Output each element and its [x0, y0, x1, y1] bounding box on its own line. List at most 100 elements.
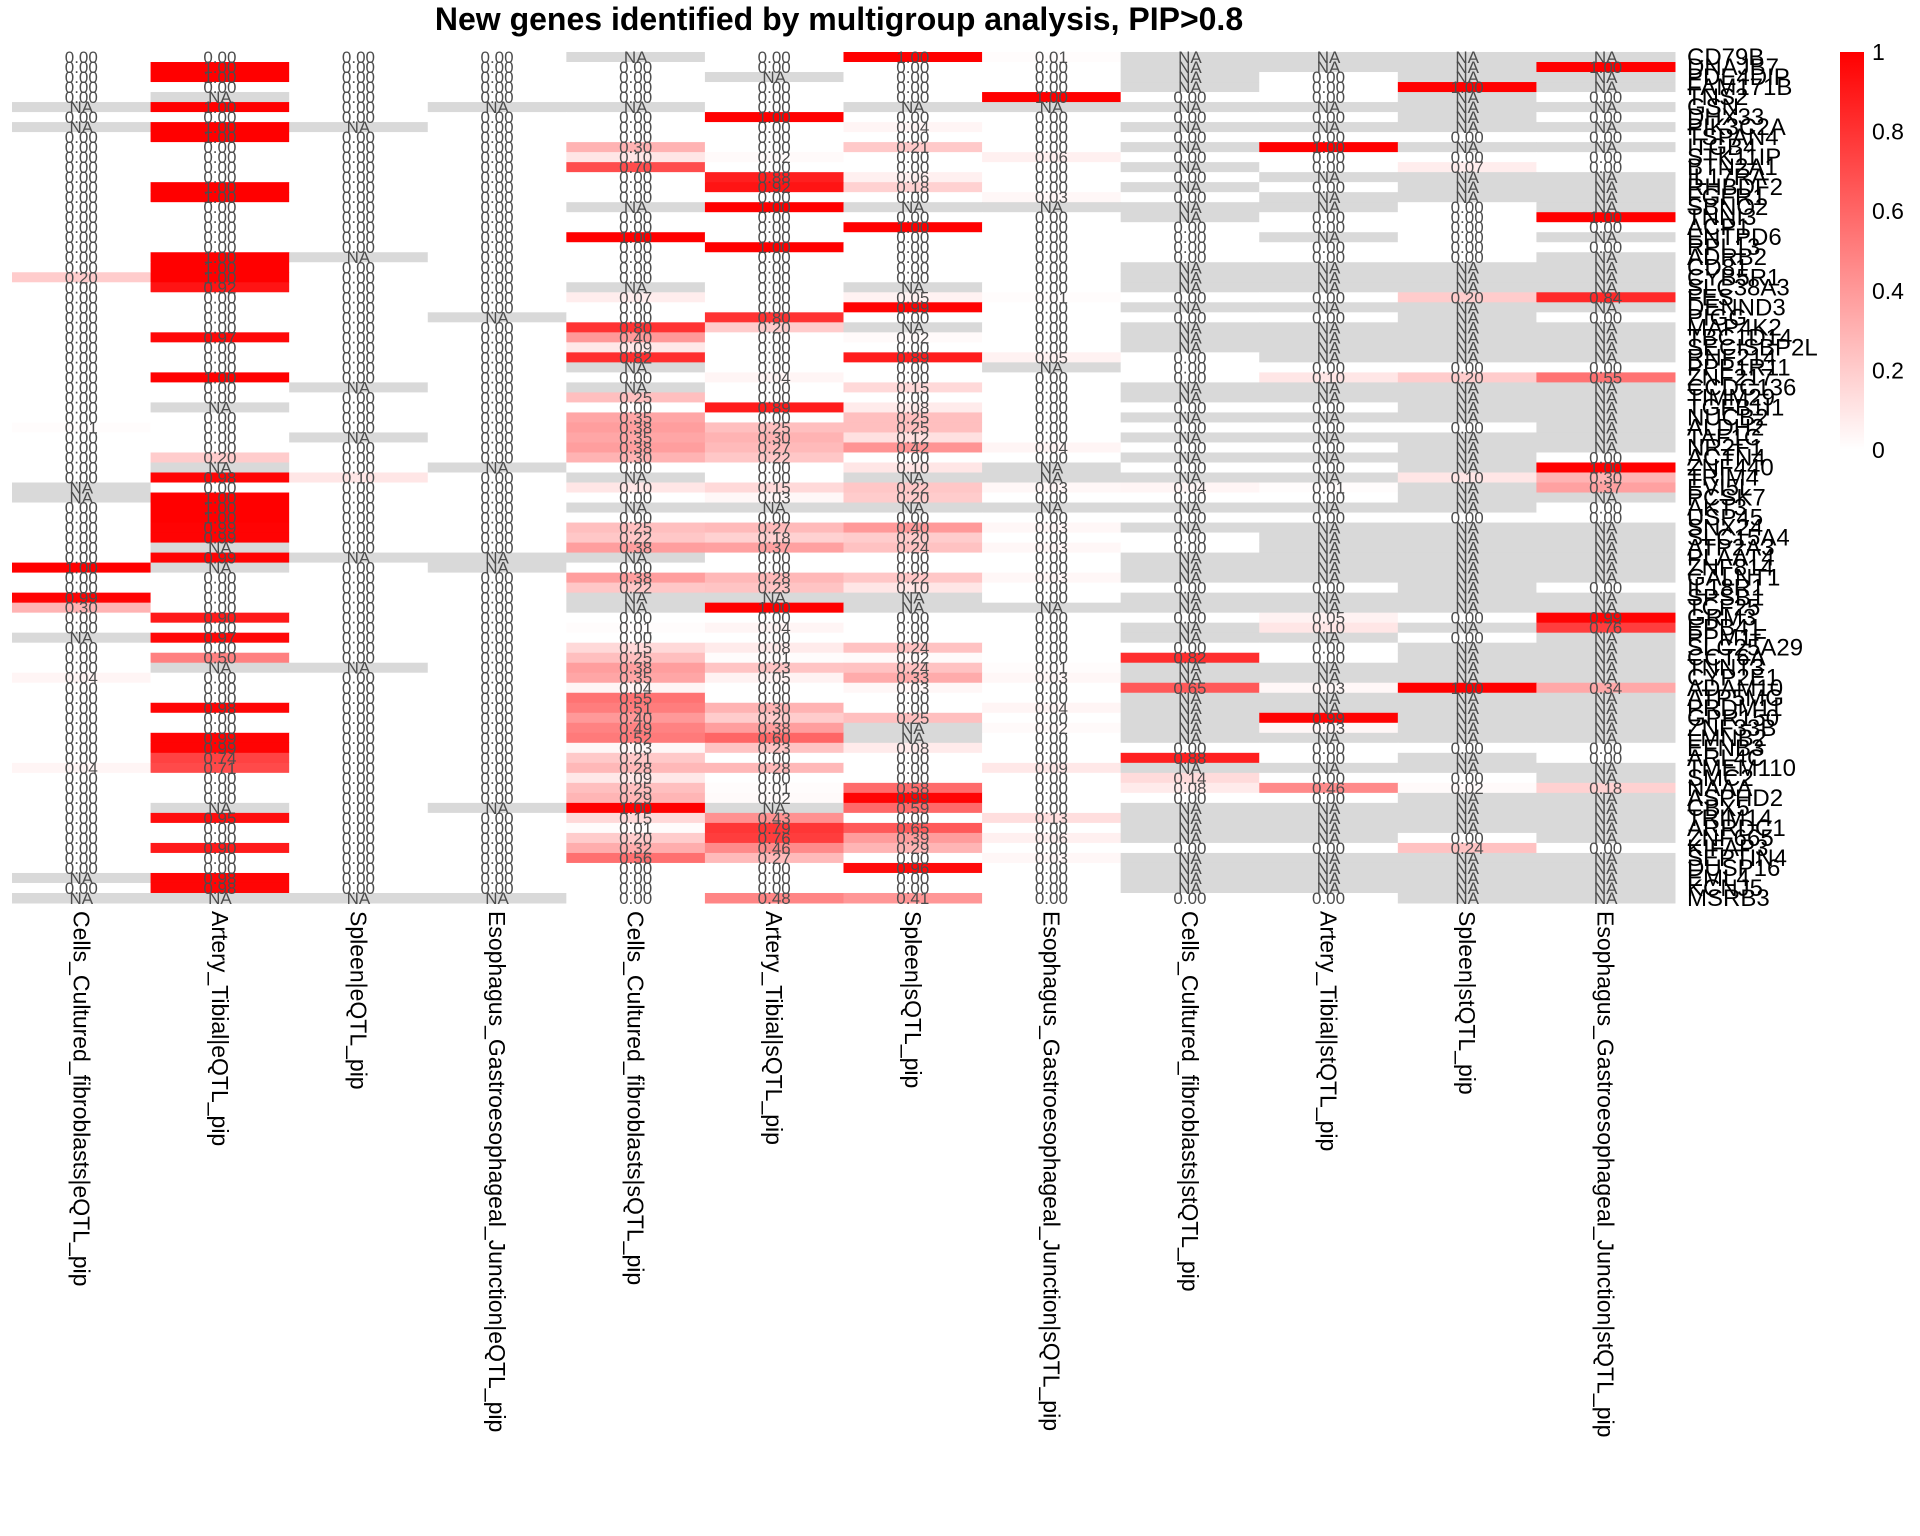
cell-value-label: 0.04 — [1173, 479, 1206, 498]
cell-value-label: 1.00 — [758, 108, 791, 127]
cell-value-label: 0.00 — [65, 128, 98, 147]
heatmap-cell — [427, 742, 567, 754]
heatmap-cell — [1120, 242, 1260, 253]
cell-value-label: 0.00 — [480, 138, 513, 157]
heatmap-cell — [427, 502, 567, 514]
heatmap-cell — [1397, 262, 1537, 273]
heatmap-cell — [1259, 572, 1399, 584]
heatmap-cell — [12, 822, 152, 834]
heatmap-cell — [566, 212, 706, 223]
heatmap-cell — [1120, 262, 1260, 273]
cell-value-label: 0.00 — [758, 378, 791, 397]
heatmap-cell — [1259, 92, 1399, 103]
heatmap-cell — [1120, 452, 1260, 463]
heatmap-cell — [843, 322, 983, 333]
cell-value-label: 0.30 — [1589, 469, 1622, 488]
cell-value-label: NA — [1455, 138, 1479, 157]
heatmap-cell — [1259, 262, 1399, 273]
heatmap-cell — [566, 172, 706, 183]
heatmap-cell — [427, 442, 567, 453]
cell-value-label: NA — [1594, 198, 1618, 217]
heatmap-cell — [1536, 482, 1676, 494]
row-labels: CD79BDNAJB7PDE4DIPFAM171BTNS2GSNDHX33PIK… — [1687, 44, 1818, 912]
heatmap-cell — [982, 582, 1122, 594]
heatmap-cell — [1397, 252, 1537, 263]
heatmap-cell — [289, 172, 429, 183]
heatmap-cell — [289, 882, 429, 894]
heatmap-cell — [1120, 662, 1260, 674]
cell-value-label: NA — [1594, 258, 1618, 277]
heatmap-cell — [12, 342, 152, 353]
cell-value-label: NA — [1317, 258, 1341, 277]
heatmap-cell — [982, 62, 1122, 73]
cell-value-label: 0.00 — [1035, 328, 1068, 347]
heatmap-cell — [150, 412, 290, 423]
heatmap-cell — [289, 242, 429, 253]
heatmap-cell — [12, 792, 152, 804]
heatmap-cell — [150, 502, 290, 514]
heatmap-cell — [1397, 862, 1537, 874]
heatmap-cell — [1536, 312, 1676, 323]
heatmap-cell — [566, 642, 706, 654]
heatmap-cell — [566, 62, 706, 73]
heatmap-cell — [704, 562, 844, 574]
heatmap-cell — [1397, 442, 1537, 453]
heatmap-cell — [150, 892, 290, 904]
cell-value-label: 0.00 — [896, 509, 929, 528]
cell-value-label: 0.00 — [1035, 228, 1068, 247]
cell-value-label: 0.00 — [342, 559, 375, 578]
heatmap-cell — [427, 62, 567, 73]
heatmap-cell — [289, 132, 429, 143]
cell-value-label: 0.18 — [758, 529, 791, 548]
cell-value-label: 0.00 — [342, 138, 375, 157]
heatmap-cell — [982, 302, 1122, 313]
cell-value-label: 0.00 — [65, 78, 98, 97]
cell-value-label: 0.00 — [1312, 108, 1345, 127]
cell-value-label: 0.00 — [896, 268, 929, 287]
heatmap-cell — [704, 142, 844, 153]
cell-value-label: 0.10 — [619, 479, 652, 498]
heatmap-cell — [982, 672, 1122, 684]
cell-value-label: 0.55 — [1589, 368, 1622, 387]
heatmap-cell — [843, 882, 983, 894]
cell-value-label: 0.00 — [65, 278, 98, 297]
cell-value-label: 0.00 — [65, 248, 98, 267]
heatmap-cell — [843, 852, 983, 864]
heatmap-cell — [1120, 742, 1260, 754]
heatmap-cell — [1120, 392, 1260, 403]
heatmap-cell — [427, 512, 567, 524]
heatmap-cell — [1259, 132, 1399, 143]
heatmap-cell — [1120, 632, 1260, 644]
heatmap-cell — [566, 342, 706, 353]
heatmap-cell — [289, 262, 429, 273]
heatmap-cell — [427, 622, 567, 634]
chart-title: New genes identified by multigroup analy… — [435, 1, 1243, 37]
heatmap-cell — [1259, 152, 1399, 163]
cell-value-label: 0.00 — [1589, 158, 1622, 177]
cell-value-label: 0.00 — [65, 368, 98, 387]
heatmap-cell — [843, 422, 983, 433]
heatmap-cell — [1120, 422, 1260, 433]
cell-value-label: 0.10 — [342, 469, 375, 488]
heatmap-cell — [150, 722, 290, 734]
heatmap-cell — [12, 392, 152, 403]
heatmap-cell — [843, 572, 983, 584]
cell-value-label: NA — [1040, 98, 1064, 117]
cell-value-label: NA — [1317, 549, 1341, 568]
heatmap-cell — [1536, 872, 1676, 884]
cell-value-label: 0.00 — [896, 238, 929, 257]
cell-value-label: 0.00 — [203, 438, 236, 457]
heatmap-cell — [1536, 172, 1676, 183]
cell-value-label: NA — [1455, 48, 1479, 67]
cell-value-label: 0.00 — [342, 208, 375, 227]
heatmap-cell — [289, 362, 429, 373]
heatmap-cell — [427, 352, 567, 363]
cell-value-label: NA — [69, 98, 93, 117]
cell-value-label: 0.00 — [619, 298, 652, 317]
heatmap-cell — [1259, 492, 1399, 504]
cell-value-label: 0.48 — [758, 889, 791, 908]
heatmap-cell — [1536, 72, 1676, 83]
heatmap-cell — [1536, 472, 1676, 483]
heatmap-cell — [1536, 762, 1676, 774]
heatmap-cell — [1397, 112, 1537, 123]
